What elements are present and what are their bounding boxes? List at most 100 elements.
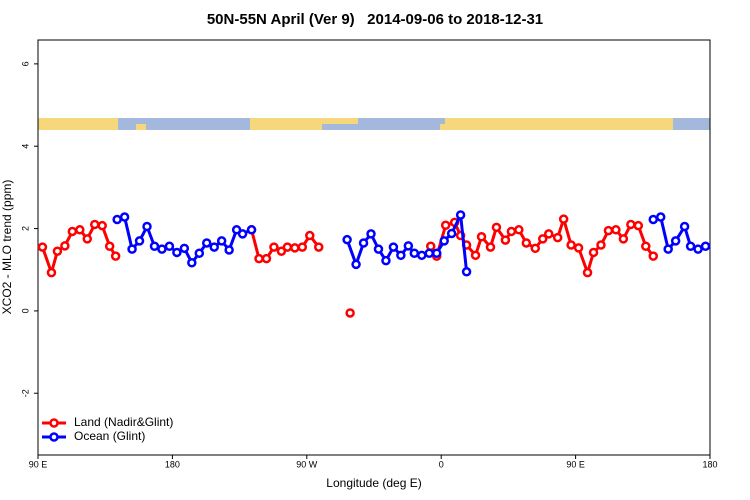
point [476,232,487,242]
land-mask-strip [38,118,710,130]
point [530,243,541,254]
point [403,241,414,251]
y-tick-label: 6 [20,61,30,66]
point [603,225,614,236]
point [543,229,554,239]
point [37,242,48,252]
plot-frame [37,39,711,456]
point [172,247,182,258]
point [685,241,696,252]
point [700,241,711,252]
point [641,241,651,252]
point [626,219,636,230]
x-axis-label: Longitude (deg E) [326,476,421,490]
point [582,267,593,278]
point [157,244,167,254]
point [381,255,391,266]
point [491,222,502,233]
point [552,232,563,243]
y-tick-label: -2 [20,389,30,397]
x-tick-label: 0 [439,459,444,469]
point [373,244,384,254]
point [194,248,205,259]
point [588,247,599,258]
point [97,220,107,231]
point [290,243,300,253]
point [417,250,427,261]
point [424,248,435,259]
point [485,242,496,252]
point [611,225,621,235]
point [537,234,548,244]
x-tick-label: 90 W [296,459,318,469]
point [446,228,457,239]
point [440,220,451,231]
point [566,240,576,250]
x-tick-label: 90 E [29,459,48,469]
point [396,250,406,261]
point [633,220,644,231]
point [313,242,324,252]
point [596,240,606,250]
point [246,225,257,235]
point [455,210,466,220]
point [60,241,70,251]
point [110,251,121,261]
point [648,251,659,261]
legend-label: Ocean (Glint) [74,429,145,443]
point [409,248,420,259]
point [351,259,361,270]
y-axis-label: XCO2 - MLO trend (ppm) [0,180,14,315]
point [655,212,666,222]
legend-marker [49,418,59,428]
point [514,225,524,235]
point [179,243,190,254]
point [142,221,152,232]
point [693,244,703,254]
point [67,226,78,237]
point [342,234,352,245]
point [201,238,212,248]
point [149,241,160,252]
y-tick-label: 4 [20,144,30,149]
point [231,225,242,235]
point [82,234,93,244]
x-tick-label: 180 [702,459,717,469]
x-tick-label: 180 [165,459,180,469]
y-tick-label: 2 [20,226,30,231]
point [75,225,85,235]
point [134,236,145,246]
point [470,250,481,261]
point [558,214,569,224]
point [366,229,376,239]
point [506,226,517,237]
point [282,242,293,252]
point [648,214,659,225]
point [500,235,511,245]
point [618,234,629,244]
point [297,242,308,252]
point [663,244,673,254]
chart-title: 50N-55N April (Ver 9) 2014-09-06 to 2018… [207,11,543,28]
point [439,236,449,246]
point [358,238,369,248]
point [521,238,532,248]
point [119,212,130,222]
point [216,236,227,246]
point [46,267,57,278]
point [670,236,681,246]
point [305,230,315,241]
point [89,219,100,230]
point [261,253,272,264]
point [461,267,472,277]
legend-marker [49,432,59,442]
legend-label: Land (Nadir&Glint) [74,415,173,429]
point [187,257,197,268]
point [431,248,442,259]
point [112,214,122,225]
point [164,241,175,252]
point [209,242,219,252]
point [345,308,355,318]
x-tick-label: 90 E [566,459,585,469]
